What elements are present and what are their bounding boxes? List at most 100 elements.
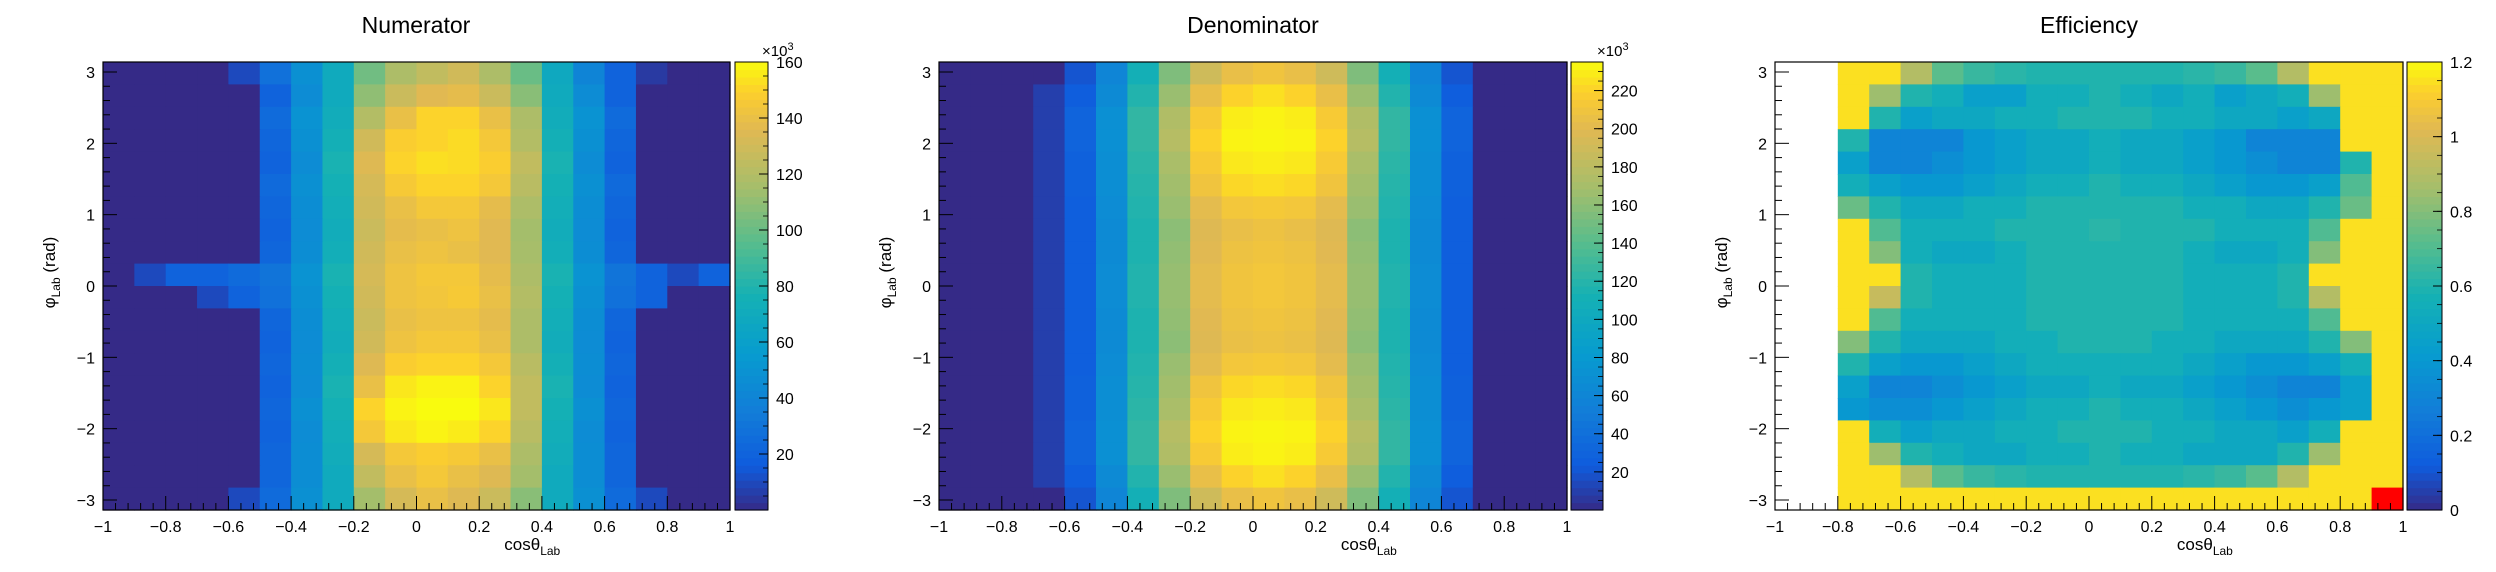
heatmap-cell bbox=[259, 286, 292, 309]
heatmap-cell bbox=[1315, 196, 1348, 220]
colorbar-segment bbox=[2407, 412, 2442, 421]
heatmap-cell bbox=[2089, 308, 2121, 332]
heatmap-cell bbox=[970, 353, 1003, 377]
heatmap-cell bbox=[2277, 84, 2310, 108]
heatmap-cell bbox=[1535, 465, 1568, 489]
heatmap-cell bbox=[1963, 106, 1996, 130]
heatmap-cell bbox=[2120, 308, 2153, 332]
heatmap-cell bbox=[1064, 420, 1097, 444]
y-tick-label: 3 bbox=[922, 65, 931, 82]
heatmap-cell bbox=[1441, 106, 1474, 130]
heatmap-cell bbox=[604, 375, 637, 399]
heatmap-cell bbox=[2183, 330, 2216, 354]
colorbar-segment bbox=[735, 76, 768, 85]
heatmap-cell bbox=[165, 62, 198, 85]
heatmap-cell bbox=[1158, 129, 1191, 153]
colorbar-segment bbox=[2407, 263, 2442, 272]
colorbar-tick-label: 60 bbox=[776, 335, 794, 352]
heatmap-cell bbox=[2214, 62, 2247, 85]
heatmap-cell bbox=[1221, 442, 1254, 466]
heatmap-cell bbox=[1253, 174, 1285, 197]
heatmap-cell bbox=[2308, 308, 2341, 332]
heatmap-cell bbox=[1096, 353, 1128, 377]
heatmap-cell bbox=[698, 218, 731, 242]
heatmap-cell bbox=[134, 353, 167, 377]
chart-title: Numerator bbox=[362, 12, 471, 38]
heatmap-cell bbox=[1221, 398, 1254, 421]
colorbar-segment bbox=[2407, 315, 2442, 324]
heatmap-cell bbox=[1190, 151, 1223, 175]
colorbar-segment bbox=[2407, 487, 2442, 496]
heatmap-cell bbox=[2277, 353, 2310, 377]
heatmap-cell bbox=[667, 286, 700, 309]
heatmap-cell bbox=[2120, 106, 2153, 130]
heatmap-cell bbox=[2057, 241, 2090, 265]
heatmap-cell bbox=[1158, 174, 1191, 197]
colorbar-segment bbox=[1571, 420, 1603, 429]
heatmap-cell bbox=[353, 218, 386, 242]
colorbar-tick-label: 100 bbox=[1611, 312, 1638, 329]
colorbar-segment bbox=[2407, 480, 2442, 489]
heatmap-cell bbox=[228, 62, 261, 85]
heatmap-cell bbox=[541, 174, 574, 197]
heatmap-cell bbox=[1963, 286, 1996, 309]
heatmap-cell bbox=[2057, 84, 2090, 108]
heatmap-cell bbox=[939, 263, 971, 287]
x-tick-label: −0.4 bbox=[275, 519, 307, 536]
heatmap-cell bbox=[1064, 330, 1097, 354]
heatmap-cell bbox=[1315, 330, 1348, 354]
heatmap-cell bbox=[291, 398, 324, 421]
heatmap-cell bbox=[1535, 398, 1568, 421]
heatmap-cell bbox=[2183, 465, 2216, 489]
heatmap-cell bbox=[2089, 420, 2121, 444]
heatmap-cell bbox=[1315, 84, 1348, 108]
heatmap-cell bbox=[2183, 241, 2216, 265]
heatmap-cell bbox=[1064, 84, 1097, 108]
heatmap-cell bbox=[1932, 286, 1964, 309]
heatmap-cell bbox=[1900, 174, 1933, 197]
heatmap-cell bbox=[1284, 465, 1317, 489]
heatmap-cell bbox=[165, 442, 198, 466]
heatmap-cell bbox=[1127, 241, 1160, 265]
heatmap-cell bbox=[197, 241, 229, 265]
colorbar-segment bbox=[2407, 69, 2442, 78]
heatmap-cell bbox=[1378, 263, 1411, 287]
heatmap-cell bbox=[1158, 84, 1191, 108]
heatmap-cell bbox=[1994, 106, 2027, 130]
heatmap-cell bbox=[1535, 241, 1568, 265]
colorbar-segment bbox=[735, 300, 768, 309]
y-tick-label: −3 bbox=[913, 493, 931, 510]
heatmap-cell bbox=[2308, 196, 2341, 220]
heatmap-cell bbox=[291, 353, 324, 377]
heatmap-cell bbox=[1347, 84, 1380, 108]
colorbar-tick-label: 80 bbox=[776, 279, 794, 296]
heatmap-cell bbox=[1472, 62, 1505, 85]
colorbar-segment bbox=[735, 442, 768, 451]
colorbar-tick-label: 140 bbox=[776, 111, 803, 128]
x-tick-label: −1 bbox=[930, 519, 948, 536]
y-tick-label: 1 bbox=[86, 208, 95, 225]
heatmap-cell bbox=[1837, 84, 1870, 108]
heatmap-cell bbox=[635, 263, 668, 287]
heatmap-cell bbox=[1932, 84, 1964, 108]
heatmap-cell bbox=[165, 129, 198, 153]
heatmap-cell bbox=[197, 487, 229, 511]
heatmap-cell bbox=[510, 218, 543, 242]
heatmap-cell bbox=[1410, 308, 1442, 332]
heatmap-cell bbox=[667, 174, 700, 197]
heatmap-cell bbox=[1535, 263, 1568, 287]
heatmap-cell bbox=[1504, 196, 1537, 220]
heatmap-cell bbox=[1315, 286, 1348, 309]
x-tick-label: 0.4 bbox=[531, 519, 553, 536]
heatmap-cell bbox=[2089, 263, 2121, 287]
heatmap-cell bbox=[1378, 174, 1411, 197]
heatmap-cell bbox=[2308, 174, 2341, 197]
heatmap-cell bbox=[2183, 375, 2216, 399]
heatmap-cell bbox=[2371, 286, 2404, 309]
heatmap-cell bbox=[2026, 218, 2059, 242]
heatmap-cell bbox=[1284, 129, 1317, 153]
heatmap-cell bbox=[353, 286, 386, 309]
colorbar-tick-label: 120 bbox=[776, 167, 803, 184]
heatmap-cell bbox=[1472, 263, 1505, 287]
heatmap-cell bbox=[2026, 174, 2059, 197]
